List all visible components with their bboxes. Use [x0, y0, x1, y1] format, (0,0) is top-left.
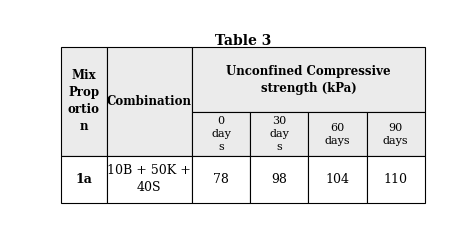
Bar	[250, 156, 309, 203]
Bar	[192, 112, 250, 156]
Bar	[366, 112, 425, 156]
Bar	[61, 47, 107, 156]
Bar	[192, 156, 250, 203]
Text: 98: 98	[271, 173, 287, 186]
Text: Combination: Combination	[107, 95, 192, 108]
Bar	[309, 112, 366, 156]
Bar	[309, 156, 366, 203]
Text: Unconfined Compressive
strength (kPa): Unconfined Compressive strength (kPa)	[226, 65, 391, 95]
Text: Table 3: Table 3	[215, 34, 271, 48]
Text: 60
days: 60 days	[325, 123, 350, 146]
Text: 0
day
s: 0 day s	[211, 116, 231, 152]
Text: 10B + 50K +
40S: 10B + 50K + 40S	[107, 165, 191, 194]
Text: Mix
Prop
ortio
n: Mix Prop ortio n	[68, 69, 100, 133]
Text: 104: 104	[326, 173, 349, 186]
Text: 78: 78	[213, 173, 229, 186]
Bar	[250, 112, 309, 156]
Bar	[107, 47, 192, 156]
Text: 110: 110	[383, 173, 408, 186]
Text: 1a: 1a	[75, 173, 92, 186]
Text: 30
day
s: 30 day s	[269, 116, 289, 152]
Bar	[192, 47, 425, 112]
Text: 90
days: 90 days	[383, 123, 409, 146]
Bar	[366, 156, 425, 203]
Bar	[107, 156, 192, 203]
Bar	[61, 156, 107, 203]
